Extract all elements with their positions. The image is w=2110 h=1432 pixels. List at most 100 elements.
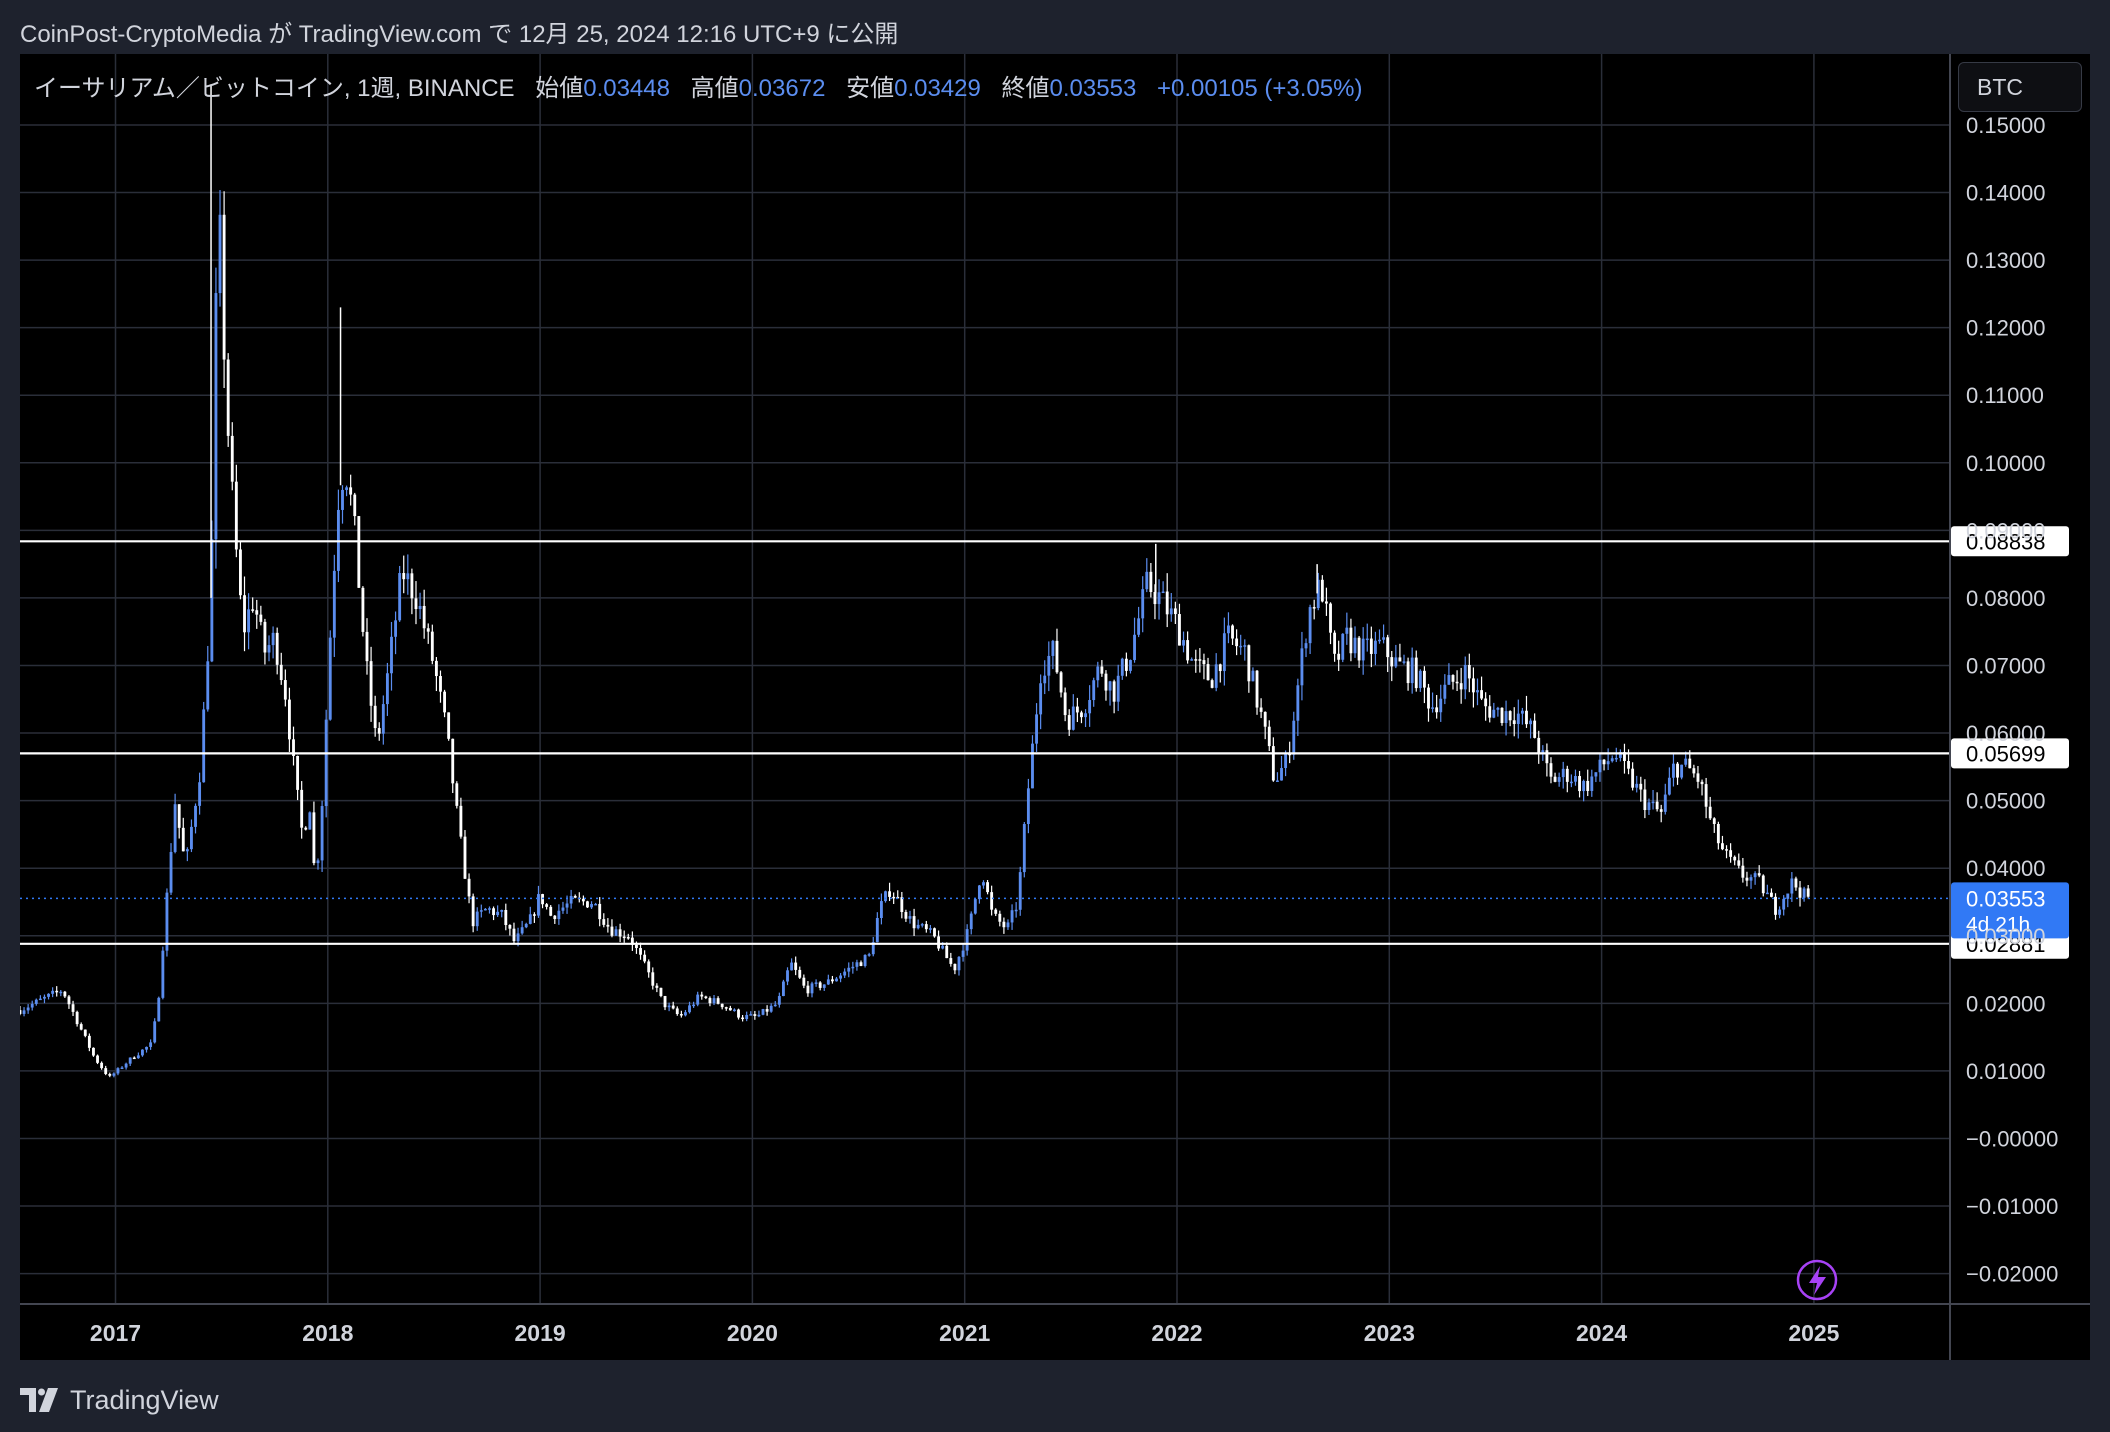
lightning-icon[interactable]: [1796, 1259, 1838, 1301]
footer-branding[interactable]: TradingView: [20, 1380, 219, 1420]
currency-button[interactable]: BTC: [1958, 62, 2082, 112]
candle-body: [684, 1012, 687, 1016]
candle-body: [867, 954, 871, 956]
candle-body: [345, 487, 349, 490]
candle-body: [1618, 752, 1622, 758]
candle-body: [586, 901, 589, 908]
candle-body: [1627, 760, 1630, 769]
candle-body: [1108, 681, 1112, 691]
candle-body: [1704, 784, 1708, 807]
candle-body: [537, 894, 540, 916]
symbol-description[interactable]: イーサリアム／ビットコイン, 1週, BINANCE: [34, 75, 515, 102]
candle-body: [332, 570, 336, 638]
candle-body: [198, 782, 202, 806]
candle-body: [132, 1057, 136, 1060]
candle-body: [757, 1014, 761, 1017]
high-value: 0.03672: [738, 75, 826, 102]
candle-body: [1112, 681, 1116, 702]
candle-body: [1202, 660, 1206, 665]
candle-body: [320, 806, 324, 861]
candle-body: [1582, 780, 1586, 792]
candle-body: [1088, 700, 1092, 714]
candle-body: [1092, 680, 1096, 701]
candle-body: [786, 970, 789, 982]
candle-body: [969, 913, 973, 930]
candle-body: [1733, 856, 1737, 861]
candle-body: [116, 1068, 120, 1074]
candle-body: [1667, 777, 1671, 795]
candle-body: [434, 660, 438, 677]
candle-body: [835, 978, 838, 982]
candle-body: [953, 963, 957, 971]
candle-body: [157, 997, 161, 1022]
candle-body: [108, 1074, 112, 1076]
candle-body: [900, 897, 904, 913]
candle-body: [1508, 711, 1512, 721]
x-tick-label: 2020: [727, 1320, 778, 1346]
candle-body: [557, 910, 561, 920]
candle-body: [594, 903, 598, 906]
candle-body: [100, 1062, 104, 1069]
x-tick-label: 2025: [1788, 1320, 1839, 1346]
candle-body: [1071, 706, 1075, 730]
y-tick-label: 0.14000: [1966, 181, 2046, 206]
candle-body: [667, 1005, 671, 1008]
candle-body: [692, 1004, 696, 1007]
x-tick-label: 2021: [939, 1320, 990, 1346]
candle-body: [1406, 661, 1410, 684]
candle-body: [479, 910, 483, 912]
candle-body: [328, 637, 332, 720]
candle-body: [194, 805, 197, 827]
candle-body: [663, 996, 667, 1008]
candle-body: [1594, 772, 1598, 777]
candle-body: [218, 214, 222, 294]
candle-body: [1055, 640, 1059, 673]
candle-body: [1488, 706, 1492, 718]
candle-body: [765, 1009, 769, 1012]
candle-body: [1235, 638, 1239, 647]
candle-body: [1504, 711, 1508, 723]
candle-body: [1382, 637, 1386, 640]
candle-body: [647, 961, 651, 973]
candle-body: [34, 999, 38, 1004]
candle-body: [933, 928, 936, 937]
candle-body: [1635, 783, 1639, 788]
candle-body: [1018, 872, 1022, 910]
candle-body: [1512, 720, 1516, 725]
candle-body: [1729, 850, 1733, 857]
candle-body: [426, 628, 430, 632]
candle-body: [700, 994, 704, 997]
candle-body: [1516, 713, 1520, 725]
candle-body: [1610, 758, 1614, 762]
candle-body: [1659, 809, 1663, 812]
y-tick-label: 0.11000: [1966, 383, 2044, 408]
candle-body: [1745, 877, 1749, 881]
candle-body: [643, 954, 647, 962]
candle-body: [210, 539, 214, 662]
candle-body: [83, 1029, 87, 1036]
grid-lines: [20, 54, 1950, 1304]
candle-body: [349, 487, 353, 495]
candle-body: [1247, 645, 1251, 682]
y-tick-label: 0.05000: [1966, 789, 2046, 814]
candle-body: [1059, 672, 1063, 693]
candle-body: [1267, 726, 1271, 747]
ohlc-legend: イーサリアム／ビットコイン, 1週, BINANCE 始値0.03448 高値0…: [34, 68, 1362, 103]
candle-body: [573, 895, 577, 898]
y-tick-label: 0.03000: [1966, 924, 2046, 949]
candle-body: [1492, 709, 1496, 718]
candle-body: [357, 516, 361, 588]
candle-body: [361, 587, 365, 632]
chart-frame[interactable]: 0.08838 0.05699 0.02881 0.03553 4d 21h 0.150…: [20, 54, 2090, 1360]
change-value: +0.00105 (+3.05%): [1156, 75, 1363, 102]
candle-body: [708, 998, 712, 1004]
candle-body: [928, 928, 932, 930]
candle-body: [1422, 670, 1426, 688]
candle-body: [1770, 892, 1773, 897]
candle-body: [1765, 892, 1769, 895]
candle-body: [173, 804, 177, 852]
candle-body: [1271, 746, 1275, 781]
candle-body: [520, 927, 524, 934]
candle-body: [439, 676, 442, 692]
